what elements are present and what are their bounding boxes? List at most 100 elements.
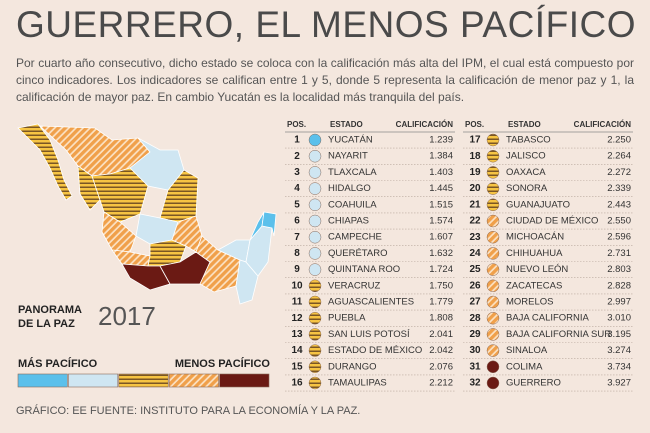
state-name: MICHOACÁN: [506, 232, 564, 243]
level-icon: [486, 295, 500, 309]
state-name: GUERRERO: [506, 378, 561, 389]
rank: 26: [469, 280, 481, 291]
level-icon: [308, 247, 322, 260]
score: 1.574: [429, 216, 453, 227]
state-name: JALISCO: [506, 151, 546, 162]
score: 3.195: [607, 329, 631, 340]
level-icon: [486, 198, 500, 212]
column-header: CALIFICACIÓN: [396, 120, 454, 129]
level-icon: [486, 376, 500, 390]
rank: 27: [469, 297, 481, 308]
column-header: POS.: [287, 120, 306, 129]
level-icon: [308, 230, 322, 244]
rank: 15: [291, 361, 303, 372]
state-name: PUEBLA: [328, 313, 366, 324]
score: 1.607: [429, 232, 453, 243]
level-icon: [308, 166, 322, 179]
score: 3.734: [607, 361, 631, 372]
score: 3.927: [607, 378, 631, 389]
state-name: QUERÉTARO: [328, 248, 387, 259]
score: 1.239: [429, 135, 453, 146]
state-name: BAJA CALIFORNIA: [506, 313, 590, 324]
column-header: POS.: [465, 120, 484, 129]
level-icon: [308, 328, 322, 341]
score: 1.403: [429, 167, 453, 178]
rank: 32: [469, 378, 481, 389]
level-icon: [308, 263, 322, 276]
rank: 24: [469, 248, 481, 259]
score: 2.272: [607, 167, 631, 178]
level-icon: [486, 133, 500, 147]
rank: 3: [294, 167, 300, 178]
score: 1.779: [429, 297, 453, 308]
state-name: VERACRUZ: [328, 280, 380, 291]
legend-swatch: [168, 373, 219, 388]
legend-swatch: [219, 373, 270, 388]
state-name: ZACATECAS: [506, 280, 562, 291]
state-name: COAHUILA: [328, 199, 377, 210]
score: 2.828: [607, 280, 631, 291]
score: 1.515: [429, 199, 453, 210]
score: 2.443: [607, 199, 631, 210]
rank: 9: [294, 264, 300, 275]
state-name: NAYARIT: [328, 151, 368, 162]
state-name: AGUASCALIENTES: [328, 297, 414, 308]
state-name: TLAXCALA: [328, 167, 377, 178]
legend-label: MENOS PACÍFICO: [175, 357, 271, 370]
score: 2.076: [429, 361, 453, 372]
score: 3.010: [607, 313, 631, 324]
panorama-label: PANORAMA: [18, 304, 82, 316]
score: 2.731: [607, 248, 631, 259]
score: 2.042: [429, 345, 453, 356]
score: 2.596: [607, 232, 631, 243]
rank: 17: [469, 135, 481, 146]
state-name: QUINTANA ROO: [328, 264, 400, 275]
state-name: CAMPECHE: [328, 232, 382, 243]
state-name: CHIHUAHUA: [506, 248, 563, 259]
legend-label: MÁS PACÍFICO: [18, 357, 98, 370]
state-name: HIDALGO: [328, 183, 371, 194]
state-name: NUEVO LEÓN: [506, 264, 568, 275]
panorama-label: DE LA PAZ: [18, 318, 75, 330]
rank: 29: [469, 329, 481, 340]
score: 1.750: [429, 280, 453, 291]
rank: 5: [294, 199, 300, 210]
state-name: COLIMA: [506, 361, 543, 372]
state-name: BAJA CALIFORNIA SUR: [506, 329, 611, 340]
level-icon: [486, 279, 500, 293]
state-name: CHIAPAS: [328, 216, 369, 227]
rank: 22: [469, 216, 481, 227]
rank: 28: [469, 313, 481, 324]
state-name: SAN LUIS POTOSÍ: [328, 329, 410, 340]
column-header: CALIFICACIÓN: [574, 120, 632, 129]
legend-swatch: [118, 373, 169, 388]
level-icon: [308, 311, 322, 325]
level-icon: [486, 182, 500, 195]
state-name: YUCATÁN: [328, 135, 373, 146]
score: 2.264: [607, 151, 631, 162]
level-icon: [486, 149, 500, 163]
level-icon: [486, 360, 500, 374]
state-name: SINALOA: [506, 345, 548, 356]
state-name: TABASCO: [506, 135, 551, 146]
rank: 16: [291, 378, 303, 389]
rank: 1: [294, 135, 300, 146]
score: 2.803: [607, 264, 631, 275]
rank: 6: [294, 216, 300, 227]
score: 2.041: [429, 329, 453, 340]
footer: GRÁFICO: EE FUENTE: INSTITUTO PARA LA EC…: [16, 405, 361, 417]
rank: 31: [469, 361, 481, 372]
state-name: TAMAULIPAS: [328, 378, 387, 389]
level-icon: [308, 133, 322, 147]
rank: 30: [469, 345, 481, 356]
score: 2.997: [607, 297, 631, 308]
description: Por cuarto año consecutivo, dicho estado…: [16, 56, 634, 104]
legend-swatch: [68, 373, 119, 388]
rank: 2: [294, 151, 300, 162]
level-icon: [308, 182, 322, 195]
rank: 21: [469, 199, 481, 210]
state-name: CIUDAD DE MÉXICO: [506, 216, 598, 227]
rank: 7: [294, 232, 300, 243]
rank: 19: [469, 167, 481, 178]
